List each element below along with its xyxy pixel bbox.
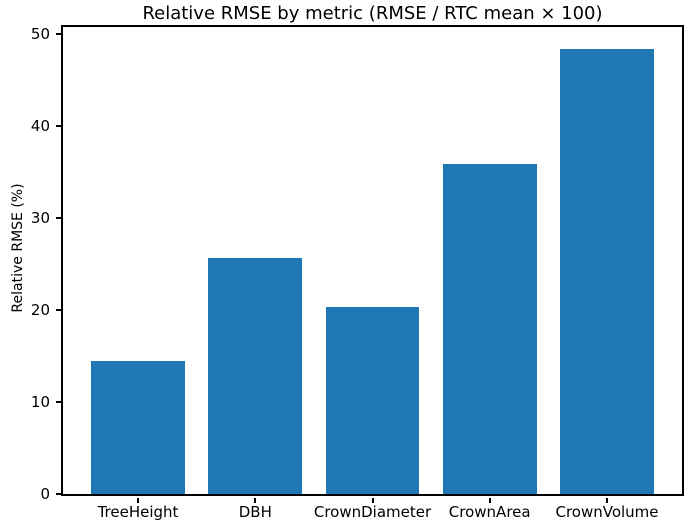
y-tick-label: 40 — [30, 117, 50, 136]
bar — [208, 257, 303, 494]
chart-title: Relative RMSE by metric (RMSE / RTC mean… — [142, 3, 603, 24]
bar — [560, 49, 654, 494]
x-tick — [371, 498, 374, 503]
y-tick-label: 10 — [30, 393, 50, 412]
x-tick-label: TreeHeight — [97, 503, 179, 521]
bar — [442, 164, 537, 494]
bar — [91, 360, 185, 494]
y-tick — [56, 309, 61, 312]
y-tick-label: 50 — [30, 25, 50, 44]
y-tick — [56, 33, 61, 36]
y-tick-label: 30 — [30, 209, 50, 228]
y-axis-label: Relative RMSE (%) — [10, 183, 26, 313]
y-tick — [56, 401, 61, 404]
x-tick — [137, 498, 139, 503]
y-tick — [56, 125, 61, 128]
bar — [325, 306, 420, 494]
y-tick — [56, 493, 61, 495]
x-tick-label: DBH — [238, 503, 272, 521]
x-tick-label: CrownVolume — [555, 503, 659, 521]
x-tick — [488, 498, 491, 503]
y-tick-label: 20 — [30, 301, 50, 320]
x-tick-label: CrownArea — [448, 503, 531, 521]
x-tick — [606, 498, 608, 503]
y-tick — [56, 217, 61, 220]
y-tick-label: 0 — [40, 485, 50, 503]
plot-area: TreeHeight DBH CrownDiameter CrownArea Crown… — [31, 25, 684, 521]
x-tick-label: CrownDiameter — [313, 503, 432, 521]
x-tick — [254, 498, 257, 503]
